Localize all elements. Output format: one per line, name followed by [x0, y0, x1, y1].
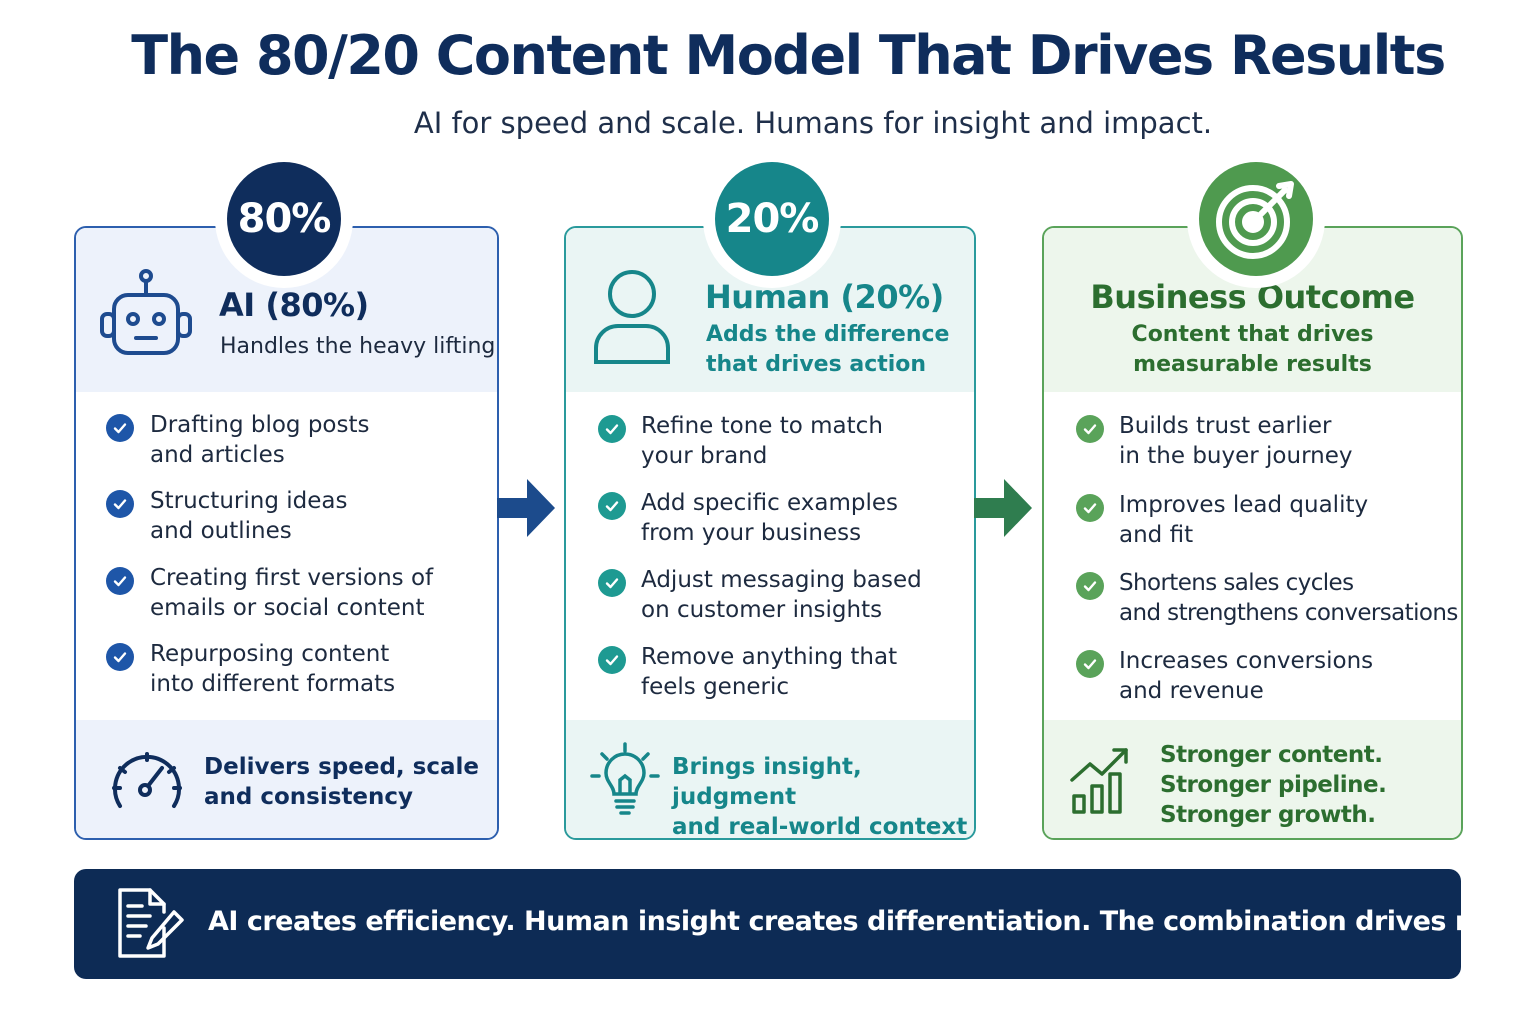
human-card: Human (20%) Adds the difference that dri…	[564, 226, 976, 840]
ai-percent-badge: 80%	[227, 162, 341, 276]
item-text: Structuring ideas	[150, 488, 348, 514]
human-subtitle: Adds the difference that drives action	[706, 320, 949, 380]
subtitle-line: measurable results	[1133, 352, 1372, 377]
item-text: from your business	[641, 520, 862, 546]
ai-card-footer	[76, 720, 497, 838]
summary-text: AI creates efficiency. Human insight cre…	[208, 906, 1536, 937]
subtitle-line: Content that drives	[1131, 322, 1374, 347]
item-text: and strengthens conversations	[1119, 600, 1458, 626]
lightbulb-icon	[590, 742, 660, 820]
outcome-footer-text: Stronger content. Stronger pipeline. Str…	[1160, 740, 1387, 830]
footer-line: Stronger pipeline.	[1160, 772, 1387, 798]
person-icon	[590, 266, 674, 370]
check-icon	[1076, 415, 1104, 443]
item-text: and articles	[150, 442, 285, 468]
footer-line: Stronger content.	[1160, 742, 1383, 768]
speedometer-icon	[108, 746, 186, 818]
item-text: Shortens sales cycles	[1119, 570, 1354, 596]
summary-banner	[74, 869, 1461, 979]
item-text: Builds trust earlier	[1119, 413, 1332, 439]
ai-title: AI (80%)	[219, 286, 369, 324]
item-text: Drafting blog posts	[150, 412, 370, 438]
arrow-right-icon	[974, 479, 1034, 541]
check-icon	[598, 646, 626, 674]
growth-chart-icon	[1068, 744, 1134, 820]
item-text: Increases conversions	[1119, 648, 1374, 674]
footer-line: and consistency	[204, 784, 414, 810]
footer-line: Brings insight, judgment	[672, 754, 862, 810]
check-icon	[1076, 494, 1104, 522]
footer-line: Delivers speed, scale	[204, 754, 479, 780]
check-icon	[1076, 572, 1104, 600]
outcome-subtitle: Content that drives measurable results	[1044, 320, 1461, 380]
ai-card: AI (80%) Handles the heavy lifting Draft…	[74, 226, 499, 840]
item-text: feels generic	[641, 674, 790, 700]
item-text: and revenue	[1119, 678, 1264, 704]
item-text: Refine tone to match	[641, 413, 883, 439]
check-icon	[1076, 650, 1104, 678]
item-text: Creating first versions of	[150, 565, 434, 591]
item-text: your brand	[641, 443, 768, 469]
item-text: emails or social content	[150, 595, 425, 621]
check-icon	[106, 414, 134, 442]
human-card-footer	[566, 720, 974, 838]
outcome-title: Business Outcome	[1090, 278, 1415, 316]
item-text: in the buyer journey	[1119, 443, 1353, 469]
human-title: Human (20%)	[705, 278, 944, 316]
page-subtitle: AI for speed and scale. Humans for insig…	[413, 106, 1213, 140]
item-text: and outlines	[150, 518, 292, 544]
check-icon	[106, 567, 134, 595]
item-text: Add specific examples	[641, 490, 899, 516]
item-text: into different formats	[150, 671, 396, 697]
subtitle-line: that drives action	[706, 352, 927, 377]
check-icon	[598, 492, 626, 520]
check-icon	[598, 569, 626, 597]
page-title: The 80/20 Content Model That Drives Resu…	[131, 24, 1446, 87]
footer-line: Stronger growth.	[1160, 802, 1376, 828]
ai-footer-text: Delivers speed, scale and consistency	[204, 752, 479, 812]
footer-line: and real-world context	[672, 814, 968, 840]
check-icon	[106, 643, 134, 671]
target-icon	[1199, 162, 1313, 276]
item-text: on customer insights	[641, 597, 883, 623]
item-text: Improves lead quality	[1119, 492, 1369, 518]
item-text: Remove anything that	[641, 644, 898, 670]
outcome-card-footer	[1044, 720, 1461, 838]
document-edit-icon	[116, 886, 186, 966]
arrow-right-icon	[497, 479, 557, 541]
outcome-card: Business Outcome Content that drives mea…	[1042, 226, 1463, 840]
ai-subtitle: Handles the heavy lifting	[220, 334, 496, 359]
item-text: Adjust messaging based	[641, 567, 922, 593]
human-footer-text: Brings insight, judgment and real-world …	[672, 752, 974, 840]
subtitle-line: Adds the difference	[706, 322, 950, 347]
human-percent-badge: 20%	[715, 162, 829, 276]
check-icon	[598, 415, 626, 443]
item-text: and fit	[1119, 522, 1194, 548]
check-icon	[106, 490, 134, 518]
robot-icon	[98, 268, 194, 364]
item-text: Repurposing content	[150, 641, 390, 667]
